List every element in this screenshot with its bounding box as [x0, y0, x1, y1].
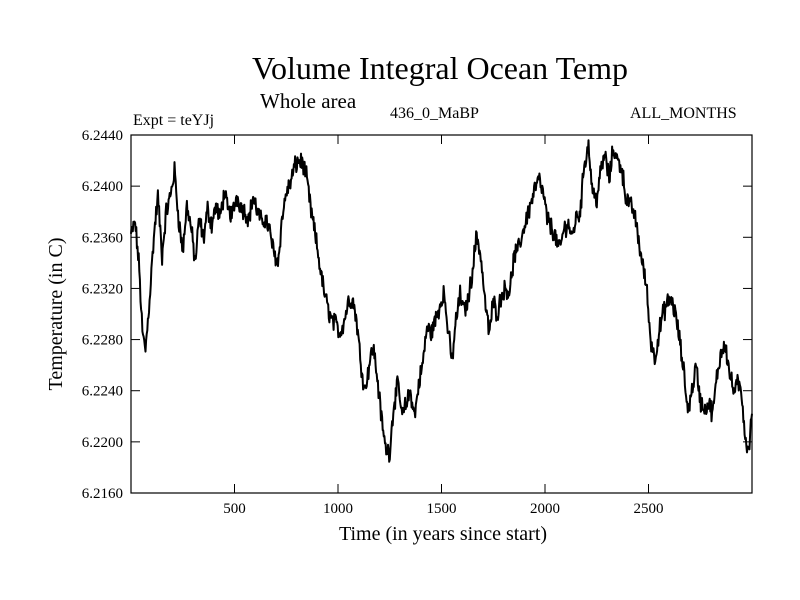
- y-tick-label: 6.2320: [82, 281, 123, 297]
- chart-title: Volume Integral Ocean Temp: [251, 50, 628, 86]
- x-axis-label: Time (in years since start): [338, 523, 548, 545]
- y-tick-label: 6.2160: [82, 486, 123, 502]
- y-tick-label: 6.2360: [82, 230, 123, 246]
- y-tick-label: 6.2280: [82, 333, 123, 349]
- y-tick-label: 6.2440: [82, 128, 123, 144]
- y-tick-label: 6.2400: [82, 179, 123, 195]
- chart-subtitle: Whole area: [260, 89, 357, 113]
- x-tick-label: 500: [223, 501, 246, 517]
- x-tick-label: 1000: [323, 501, 353, 517]
- run-label: 436_0_MaBP: [390, 105, 479, 122]
- x-tick-label: 1500: [427, 501, 457, 517]
- plot-area-frame: [130, 134, 753, 494]
- axis-ticks: [131, 134, 752, 494]
- y-tick-label: 6.2240: [82, 384, 123, 400]
- axis-tick-labels: 500 1000 1500 2000 2500 6.2160 6.2200 6.2240 6.2…: [82, 128, 664, 517]
- months-label: ALL_MONTHS: [630, 105, 737, 122]
- experiment-label: Expt = teYJj: [133, 112, 215, 129]
- y-tick-label: 6.2200: [82, 435, 123, 451]
- temperature-series-line: [130, 139, 753, 463]
- x-tick-label: 2500: [634, 501, 664, 517]
- x-tick-label: 2000: [530, 501, 560, 517]
